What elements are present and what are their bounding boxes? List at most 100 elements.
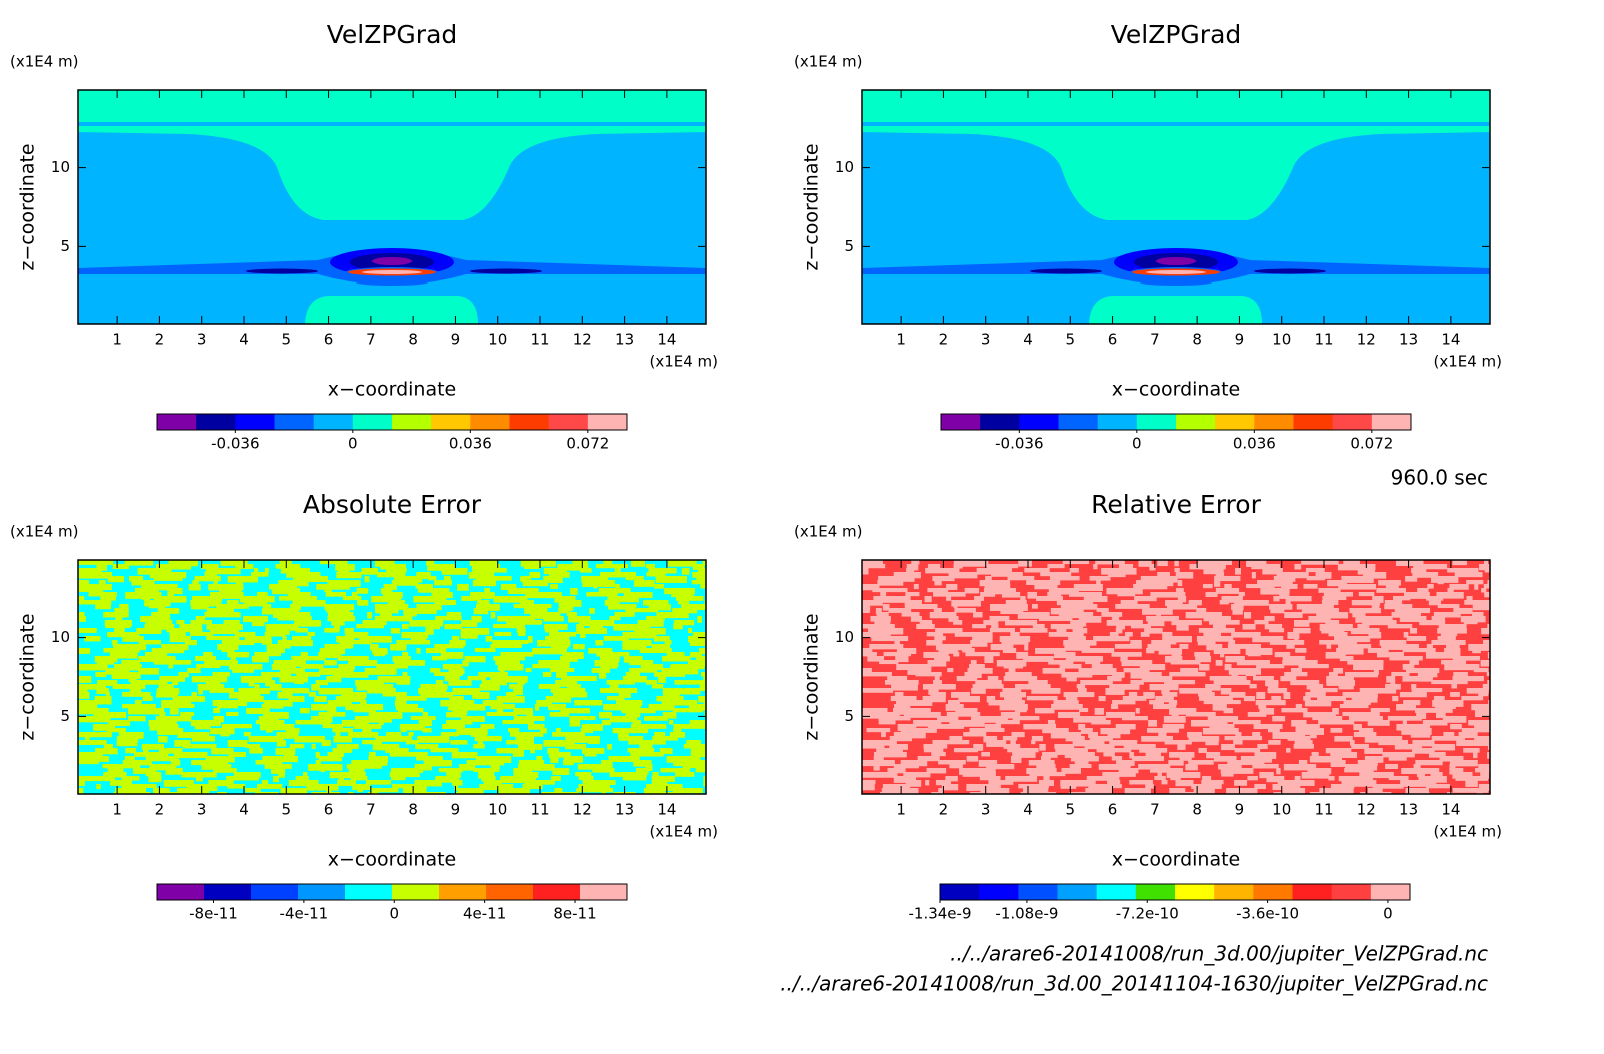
contour-fill: [348, 768, 365, 774]
contour-fill: [1018, 560, 1032, 567]
contour-fill: [983, 736, 998, 743]
x-tick-label: 10: [488, 331, 507, 349]
contour-fill: [1353, 724, 1362, 731]
contour-fill: [1355, 616, 1393, 623]
contour-fill: [513, 768, 533, 773]
contour-fill: [1351, 600, 1381, 606]
contour-fill: [672, 788, 703, 794]
contour-fill: [265, 680, 276, 687]
contour-fill: [879, 792, 911, 794]
contour-fill: [1362, 572, 1387, 579]
contour-fill: [1026, 768, 1057, 775]
contour-fill: [1321, 628, 1345, 634]
contour-fill: [646, 616, 665, 621]
contour-fill: [609, 772, 648, 777]
contour-fill: [1339, 704, 1369, 709]
x-axis-label: x−coordinate: [328, 379, 457, 401]
contour-fill: [987, 676, 999, 682]
contour-fill: [100, 596, 117, 601]
contour-fill: [598, 672, 607, 679]
contour-fill: [481, 776, 496, 782]
contour-fill: [1158, 648, 1183, 655]
contour-fill: [1156, 257, 1196, 265]
contour-fill: [1452, 772, 1473, 779]
contour-fill: [1451, 684, 1458, 689]
contour-fill: [1328, 776, 1335, 781]
contour-fill: [1273, 596, 1280, 602]
contour-fill: [979, 776, 1001, 781]
contour-fill: [78, 740, 107, 745]
contour-fill: [512, 752, 524, 757]
contour-fill: [555, 680, 578, 687]
contour-fill: [172, 696, 206, 702]
contour-fill: [893, 764, 919, 769]
contour-fill: [1252, 764, 1279, 769]
contour-fill: [195, 656, 217, 662]
contour-fill: [263, 700, 293, 707]
contour-fill: [448, 668, 465, 675]
contour-fill: [431, 592, 453, 599]
contour-fill: [279, 596, 317, 601]
contour-fill: [1157, 560, 1168, 567]
contour-fill: [1047, 720, 1056, 726]
contour-fill: [490, 612, 496, 619]
contour-fill: [1078, 724, 1086, 731]
contour-fill: [687, 660, 706, 667]
contour-fill: [1032, 624, 1045, 631]
contour-fill: [413, 596, 447, 603]
contour-fill: [678, 600, 690, 605]
contour-fill: [112, 684, 146, 689]
contour-fill: [1213, 624, 1226, 631]
colorbar-segment: [251, 884, 299, 900]
contour-fill: [871, 636, 909, 642]
contour-fill: [1318, 720, 1355, 725]
x-tick-label: 6: [1108, 331, 1118, 349]
contour-fill: [569, 716, 596, 721]
contour-fill: [1193, 788, 1215, 794]
contour-fill: [1402, 720, 1407, 725]
x-tick-label: 12: [1357, 801, 1376, 819]
contour-fill: [204, 572, 217, 579]
contour-fill: [592, 768, 615, 773]
contour-fill: [415, 744, 439, 750]
contour-fill: [613, 624, 651, 631]
contour-fill: [1319, 640, 1358, 645]
contour-fill: [1010, 632, 1020, 639]
contour-fill: [896, 648, 917, 655]
contour-fill: [226, 600, 239, 605]
contour-fill: [1347, 660, 1384, 665]
contour-fill: [1296, 604, 1334, 610]
contour-fill: [499, 668, 505, 675]
x-tick-label: 14: [1441, 801, 1460, 819]
contour-fill: [561, 676, 597, 681]
contour-fill: [1249, 684, 1257, 689]
contour-fill: [1106, 588, 1143, 595]
contour-fill: [1012, 716, 1040, 721]
contour-fill: [923, 744, 948, 749]
contour-fill: [1065, 736, 1085, 742]
x-tick-label: 12: [573, 801, 592, 819]
contour-fill: [654, 672, 686, 677]
contour-fill: [84, 636, 101, 642]
contour-fill: [637, 620, 664, 627]
contour-fill: [1064, 644, 1091, 651]
contour-fill: [246, 708, 270, 714]
contour-fill: [1002, 736, 1018, 741]
contour-fill: [1076, 684, 1086, 689]
contour-fill: [1437, 604, 1460, 609]
contour-fill: [423, 760, 452, 767]
contour-fill: [326, 676, 342, 683]
contour-fill: [254, 652, 281, 657]
contour-fill: [382, 592, 403, 599]
colorbar-tick-label: -1.08e-9: [995, 905, 1058, 923]
contour-fill: [261, 672, 291, 678]
contour-fill: [544, 628, 559, 633]
contour-fill: [639, 744, 653, 749]
contour-fill: [572, 560, 588, 567]
contour-fill: [169, 708, 179, 715]
contour-fill: [544, 624, 568, 630]
contour-fill: [562, 652, 584, 659]
contour-fill: [295, 776, 309, 782]
contour-fill: [648, 704, 675, 711]
contour-fill: [94, 656, 118, 663]
